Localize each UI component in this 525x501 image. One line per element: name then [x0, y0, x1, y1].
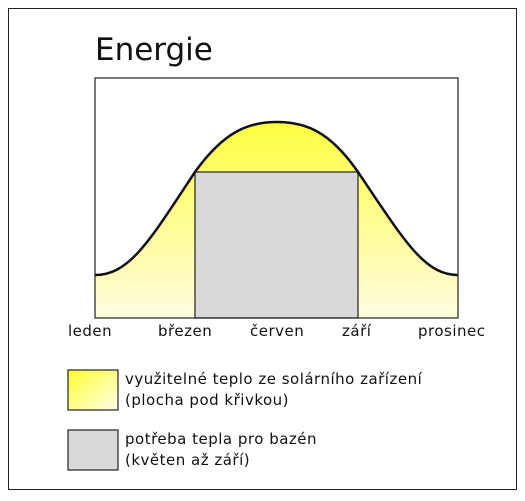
legend-text: (plocha pod křivkou) — [125, 391, 289, 409]
title: Energie — [95, 32, 213, 68]
legend-text: potřeba tepla pro bazén — [125, 430, 317, 448]
axis-label: červen — [250, 322, 304, 340]
axis-label: září — [342, 322, 372, 340]
plot-box — [94, 77, 459, 319]
legend-text: využitelné teplo ze solárního zařízení — [125, 370, 423, 388]
legend-text: (květen až září) — [125, 451, 250, 469]
demand-rect — [194, 171, 359, 319]
axis-label: prosinec — [418, 322, 486, 340]
axis-label: leden — [68, 322, 112, 340]
axis-label: březen — [158, 322, 212, 340]
curve — [94, 120, 459, 277]
legend-swatch — [67, 429, 119, 471]
legend-swatch — [67, 369, 119, 411]
